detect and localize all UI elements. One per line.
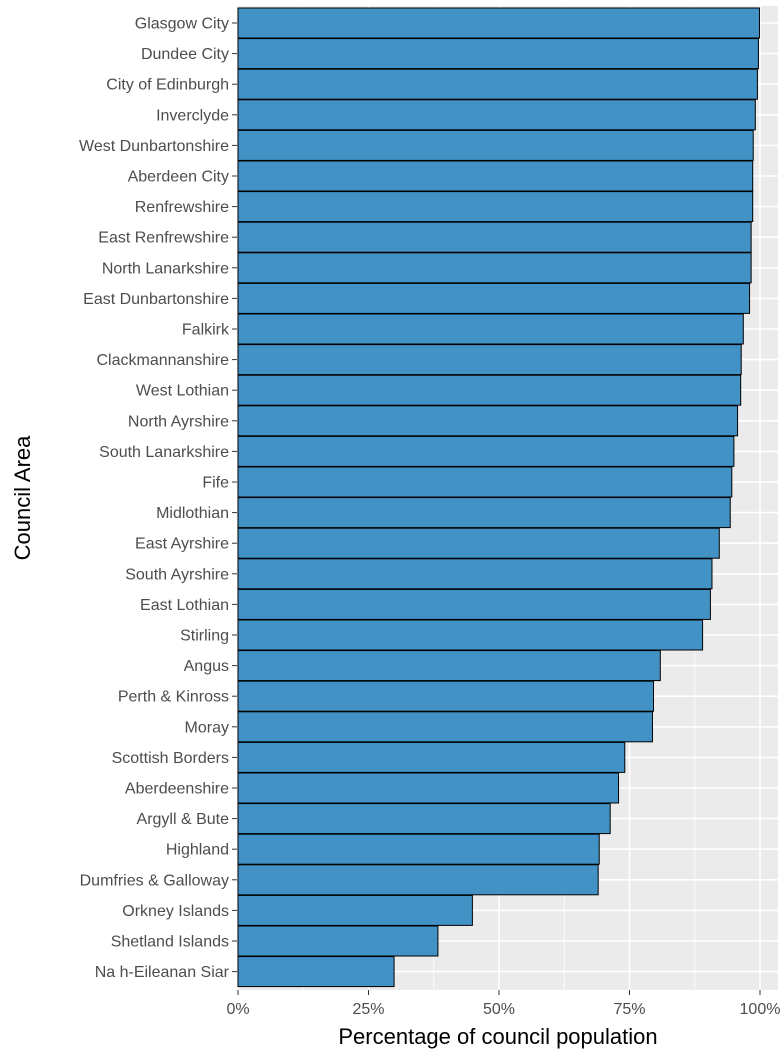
y-tick-label: West Dunbartonshire bbox=[79, 138, 229, 155]
y-tick-label: Inverclyde bbox=[156, 107, 229, 124]
y-tick-label: West Lothian bbox=[136, 383, 229, 400]
bar bbox=[237, 313, 744, 345]
x-tick-label: 25% bbox=[352, 1001, 384, 1018]
y-tick-label: North Ayrshire bbox=[128, 413, 229, 430]
bar bbox=[237, 558, 713, 590]
bar bbox=[237, 344, 742, 376]
bar bbox=[237, 527, 720, 559]
y-tick-label: Glasgow City bbox=[135, 16, 229, 33]
y-axis-title: Council Area bbox=[10, 435, 35, 561]
x-tick-label: 100% bbox=[740, 1001, 781, 1018]
bar bbox=[237, 282, 751, 314]
y-tick-label: South Ayrshire bbox=[125, 566, 229, 583]
y-tick-label: Orkney Islands bbox=[122, 903, 229, 920]
bar-layer bbox=[237, 7, 760, 988]
x-tick-label: 0% bbox=[226, 1001, 249, 1018]
y-tick-label: East Renfrewshire bbox=[98, 230, 229, 247]
bar bbox=[237, 772, 620, 804]
y-tick-label: Highland bbox=[166, 842, 229, 859]
bar bbox=[237, 833, 600, 865]
x-tick-label: 50% bbox=[483, 1001, 515, 1018]
bar bbox=[237, 619, 704, 651]
y-tick-label: South Lanarkshire bbox=[99, 444, 229, 461]
bar bbox=[237, 435, 735, 467]
y-tick-label: North Lanarkshire bbox=[102, 260, 229, 277]
y-tick-label: Argyll & Bute bbox=[137, 811, 230, 828]
y-tick-label: Clackmannanshire bbox=[96, 352, 229, 369]
y-tick-label: Falkirk bbox=[182, 322, 230, 339]
bar bbox=[237, 374, 742, 406]
bar bbox=[237, 497, 731, 529]
y-tick-label: Renfrewshire bbox=[135, 199, 229, 216]
bar bbox=[237, 466, 733, 498]
bar bbox=[237, 650, 661, 682]
bar bbox=[237, 864, 599, 896]
bar bbox=[237, 129, 754, 161]
y-tick-label: East Lothian bbox=[140, 597, 229, 614]
y-tick-label: Aberdeenshire bbox=[125, 781, 229, 798]
y-tick-label: Angus bbox=[184, 658, 229, 675]
y-tick-label: Aberdeen City bbox=[128, 169, 229, 186]
x-tick-label: 75% bbox=[613, 1001, 645, 1018]
bar bbox=[237, 191, 754, 223]
y-tick-label: East Dunbartonshire bbox=[83, 291, 229, 308]
y-tick-label: Perth & Kinross bbox=[118, 689, 229, 706]
y-tick-label: Fife bbox=[202, 475, 229, 492]
x-axis: 0% 25% 50% 75% 100% bbox=[226, 990, 780, 1018]
bar bbox=[237, 711, 653, 743]
bar bbox=[237, 99, 756, 131]
bar bbox=[237, 221, 752, 253]
bar bbox=[237, 7, 760, 39]
y-tick-label: Moray bbox=[185, 719, 229, 736]
y-tick-label: Shetland Islands bbox=[111, 934, 229, 951]
x-axis-title: Percentage of council population bbox=[338, 1024, 657, 1049]
y-tick-label: Scottish Borders bbox=[112, 750, 229, 767]
y-tick-label: Dumfries & Galloway bbox=[80, 872, 229, 889]
bar bbox=[237, 38, 759, 70]
y-axis: Glasgow City Dundee City City of Edinburgh… bbox=[79, 16, 237, 981]
y-tick-label: Stirling bbox=[180, 628, 229, 645]
bar bbox=[237, 68, 758, 100]
bar bbox=[237, 160, 754, 192]
y-tick-label: Na h-Eileanan Siar bbox=[95, 964, 230, 981]
bar bbox=[237, 894, 473, 926]
bar bbox=[237, 588, 711, 620]
bar bbox=[237, 405, 739, 437]
bar bbox=[237, 925, 439, 957]
y-tick-label: Dundee City bbox=[141, 46, 229, 63]
y-tick-label: City of Edinburgh bbox=[106, 77, 229, 94]
bar bbox=[237, 741, 626, 773]
bar bbox=[237, 680, 655, 712]
bar bbox=[237, 956, 395, 988]
bar bbox=[237, 803, 611, 835]
y-tick-label: Midlothian bbox=[156, 505, 229, 522]
bar bbox=[237, 252, 752, 284]
y-tick-label: East Ayrshire bbox=[135, 536, 229, 553]
